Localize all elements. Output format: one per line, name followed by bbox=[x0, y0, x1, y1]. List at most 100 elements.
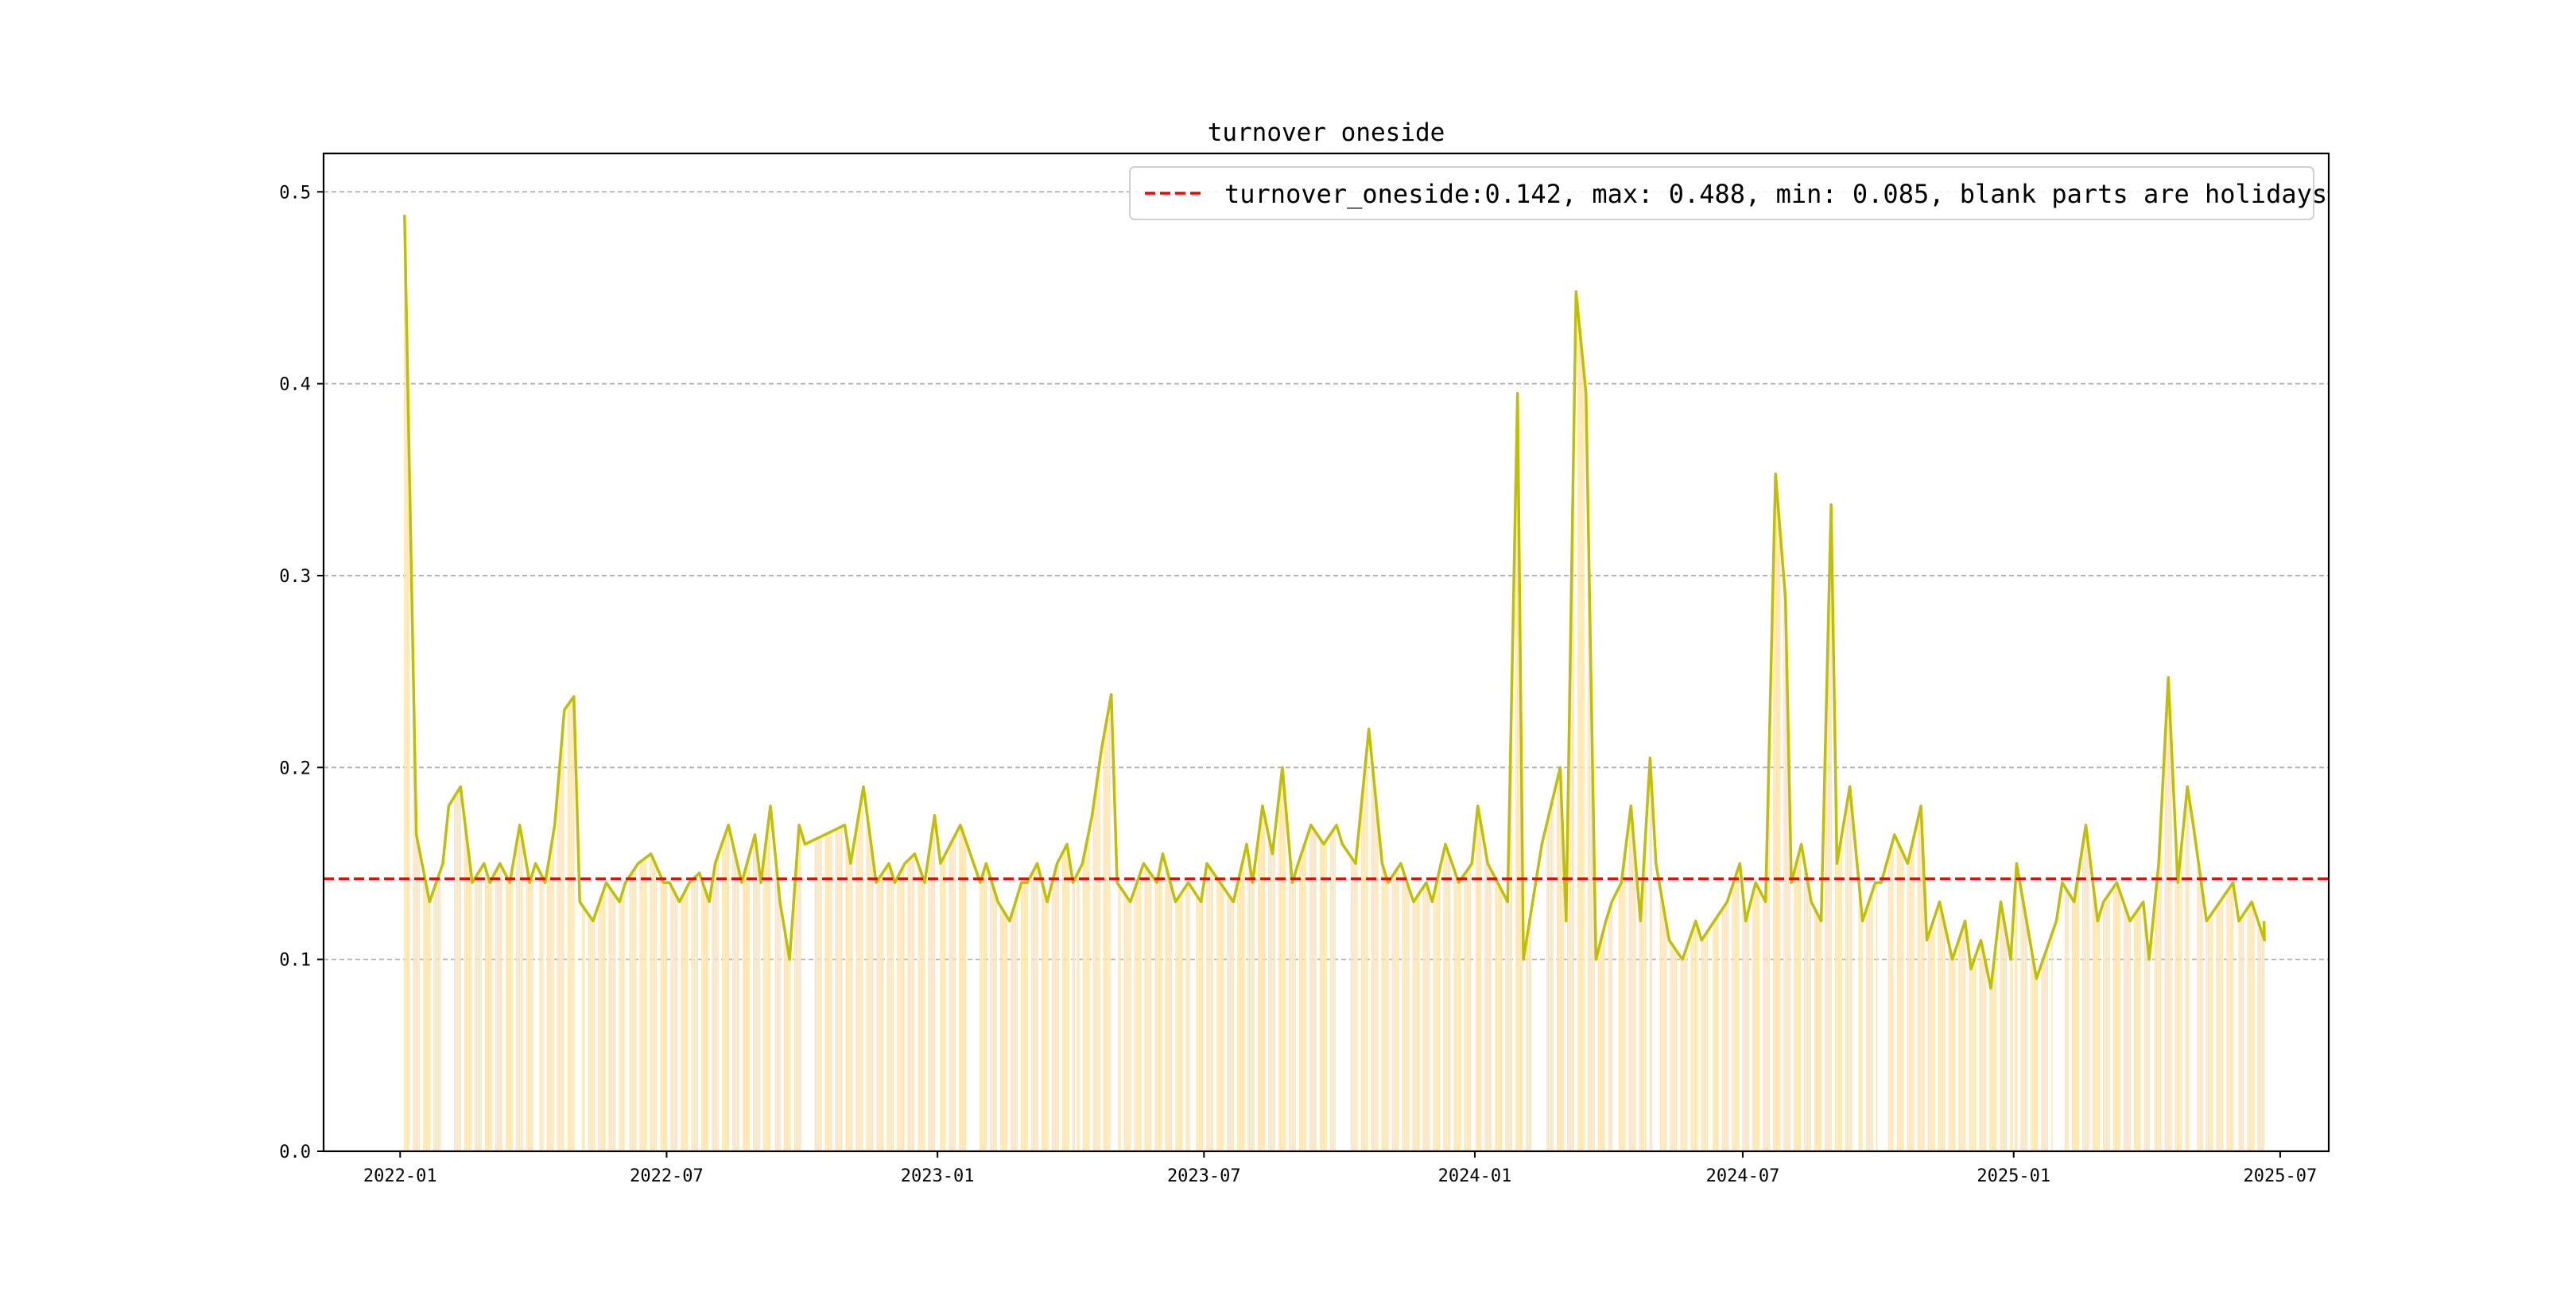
trading-day-bar bbox=[1776, 487, 1777, 1151]
trading-day-bar bbox=[542, 879, 543, 1151]
trading-day-bar bbox=[1065, 847, 1066, 1151]
trading-day-bar bbox=[2257, 921, 2258, 1151]
trading-day-bar bbox=[910, 857, 911, 1151]
trading-day-bar bbox=[1738, 868, 1739, 1151]
trading-day-bar bbox=[1392, 876, 1393, 1151]
trading-day-bar bbox=[511, 870, 512, 1151]
trading-day-bar bbox=[501, 867, 502, 1151]
trading-day-bar bbox=[2188, 797, 2189, 1151]
trading-day-bar bbox=[1479, 814, 1480, 1151]
trading-day-bar bbox=[1033, 871, 1034, 1151]
trading-day-bar bbox=[438, 876, 439, 1151]
trading-day-bar bbox=[2088, 849, 2089, 1151]
trading-day-bar bbox=[1809, 889, 1810, 1151]
trading-day-bar bbox=[2134, 914, 2135, 1151]
trading-day-bar bbox=[1496, 881, 1497, 1151]
trading-day-bar bbox=[1845, 810, 1846, 1151]
trading-day-bar bbox=[888, 863, 889, 1151]
trading-day-bar bbox=[1757, 887, 1758, 1151]
trading-day-bar bbox=[436, 880, 437, 1151]
trading-day-bar bbox=[738, 870, 739, 1151]
trading-day-bar bbox=[568, 703, 569, 1151]
trading-day-bar bbox=[1413, 900, 1414, 1151]
trading-day-bar bbox=[1717, 916, 1718, 1151]
trading-day-bar bbox=[1619, 887, 1620, 1151]
trading-day-bar bbox=[582, 906, 583, 1151]
trading-day-bar bbox=[641, 861, 642, 1151]
trading-day-bar bbox=[1866, 910, 1867, 1151]
trading-day-bar bbox=[469, 859, 470, 1151]
trading-day-bar bbox=[480, 868, 481, 1151]
trading-day-bar bbox=[1130, 902, 1131, 1151]
trading-day-bar bbox=[630, 874, 631, 1151]
trading-day-bar bbox=[2144, 916, 2145, 1151]
trading-day-bar bbox=[876, 881, 877, 1151]
trading-day-bar bbox=[1352, 859, 1353, 1151]
trading-day-bar bbox=[1911, 844, 1912, 1151]
trading-day-bar bbox=[2156, 886, 2157, 1151]
trading-day-bar bbox=[697, 875, 698, 1151]
trading-day-bar bbox=[798, 825, 799, 1151]
trading-day-bar bbox=[1375, 804, 1376, 1151]
trading-day-bar bbox=[1486, 857, 1487, 1151]
trading-day-bar bbox=[893, 878, 894, 1151]
trading-day-bar bbox=[1393, 874, 1394, 1151]
trading-day-bar bbox=[943, 858, 944, 1151]
trading-day-bar bbox=[1384, 873, 1385, 1151]
trading-day-bar bbox=[1501, 890, 1502, 1151]
trading-day-bar bbox=[2228, 889, 2229, 1151]
trading-day-bar bbox=[1560, 767, 1561, 1151]
trading-day-bar bbox=[613, 894, 614, 1151]
trading-day-bar bbox=[1975, 956, 1976, 1151]
trading-day-bar bbox=[940, 863, 941, 1151]
trading-day-bar bbox=[1623, 865, 1624, 1151]
trading-day-bar bbox=[715, 863, 716, 1151]
trading-day-bar bbox=[1773, 553, 1774, 1151]
trading-day-bar bbox=[488, 878, 489, 1151]
trading-day-bar bbox=[1064, 850, 1065, 1151]
trading-day-bar bbox=[2084, 835, 2085, 1151]
trading-day-bar bbox=[509, 881, 510, 1151]
trading-day-bar bbox=[1642, 883, 1643, 1151]
trading-day-bar bbox=[769, 812, 770, 1151]
trading-day-bar bbox=[1620, 884, 1621, 1151]
trading-day-bar bbox=[838, 828, 839, 1151]
trading-day-bar bbox=[1197, 898, 1198, 1151]
trading-day-bar bbox=[1764, 900, 1765, 1151]
trading-day-bar bbox=[1686, 947, 1687, 1151]
trading-day-bar bbox=[2210, 914, 2211, 1151]
trading-day-bar bbox=[1839, 846, 1840, 1151]
trading-day-bar bbox=[1671, 945, 1672, 1151]
trading-day-bar bbox=[1367, 744, 1368, 1151]
trading-day-bar bbox=[1118, 885, 1119, 1151]
trading-day-bar bbox=[405, 293, 406, 1151]
trading-day-bar bbox=[1147, 870, 1148, 1151]
trading-day-bar bbox=[632, 871, 633, 1151]
trading-day-bar bbox=[1382, 863, 1383, 1151]
trading-day-bar bbox=[2103, 902, 2104, 1151]
trading-day-bar bbox=[2127, 913, 2128, 1151]
trading-day-bar bbox=[654, 863, 655, 1151]
trading-day-bar bbox=[1371, 759, 1372, 1151]
trading-day-bar bbox=[825, 834, 826, 1151]
trading-day-bar bbox=[1165, 865, 1166, 1151]
trading-day-bar bbox=[2085, 825, 2086, 1151]
trading-day-bar bbox=[2006, 933, 2007, 1151]
trading-day-bar bbox=[2106, 898, 2107, 1151]
trading-day-bar bbox=[1418, 894, 1419, 1151]
trading-day-bar bbox=[1353, 861, 1354, 1151]
trading-day-bar bbox=[817, 838, 818, 1151]
trading-day-bar bbox=[1035, 866, 1036, 1151]
trading-day-bar bbox=[599, 900, 600, 1151]
trading-day-bar bbox=[1558, 774, 1559, 1151]
trading-day-bar bbox=[965, 840, 966, 1151]
x-tick-label: 2023-01 bbox=[901, 1166, 975, 1186]
trading-day-bar bbox=[1135, 885, 1136, 1151]
trading-day-bar bbox=[1047, 899, 1048, 1151]
trading-day-bar bbox=[1598, 949, 1599, 1151]
trading-day-bar bbox=[1209, 867, 1210, 1151]
trading-day-bar bbox=[1309, 828, 1310, 1151]
trading-day-bar bbox=[1171, 887, 1172, 1151]
trading-day-bar bbox=[516, 844, 517, 1151]
trading-day-bar bbox=[611, 891, 612, 1151]
